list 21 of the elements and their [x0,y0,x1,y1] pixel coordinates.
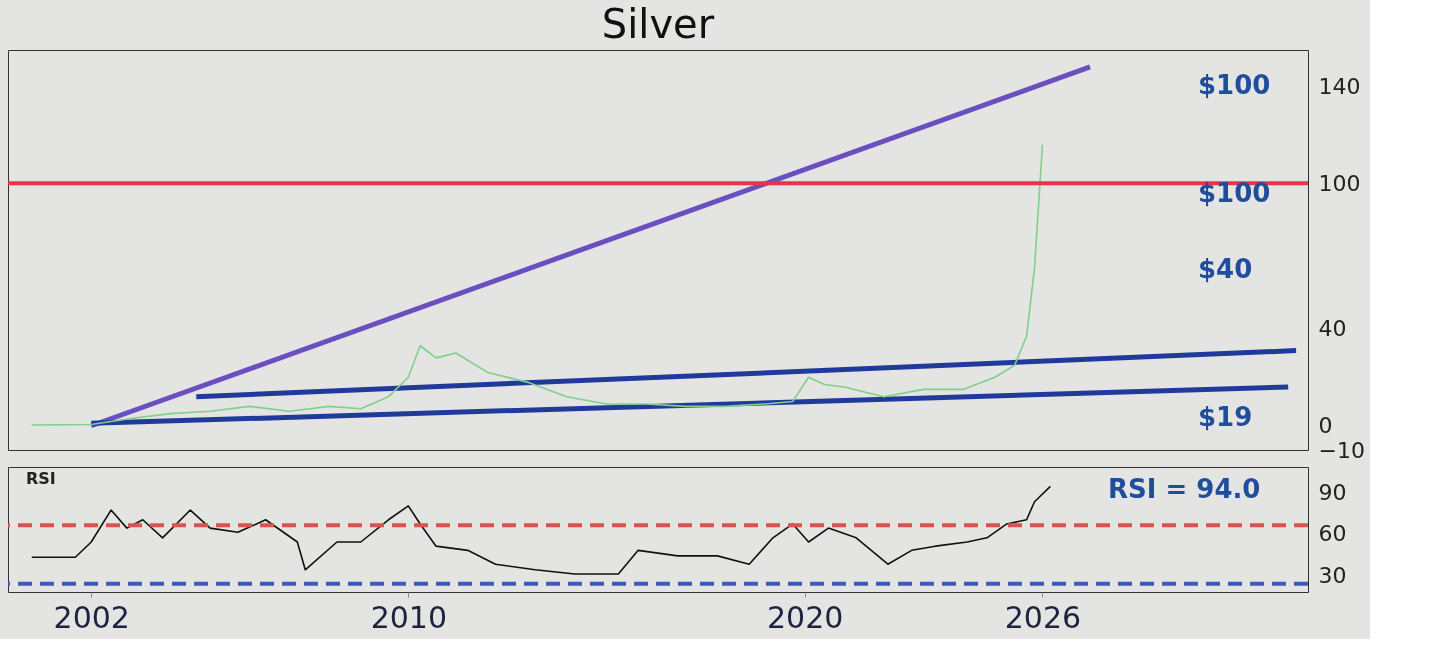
y-tick-label: −10 [1318,437,1365,463]
annotation: $40 [1198,254,1253,284]
chart-title: Silver [601,1,715,47]
line-series [30,143,1044,426]
chart-title: RSI [26,469,56,488]
annotation: $19 [1198,402,1253,432]
y-tick-label: 60 [1318,521,1347,547]
annotation: $100 [1198,70,1271,100]
x-tick-label: 2002 [53,599,130,635]
annotation: RSI = 94.0 [1108,473,1261,504]
x-tick-label: 2010 [370,599,447,635]
y-tick-label: 30 [1318,562,1347,588]
x-tick-label: 2020 [766,599,844,635]
line-series [30,485,1052,575]
y-tick-label: 40 [1318,316,1347,342]
x-tick-label: 2026 [1004,599,1082,635]
y-tick-label: 90 [1318,479,1347,505]
annotation: $100 [1198,178,1271,208]
y-tick-label: 0 [1318,413,1333,439]
y-tick-label: 100 [1318,170,1361,196]
y-tick-label: 140 [1318,73,1361,99]
